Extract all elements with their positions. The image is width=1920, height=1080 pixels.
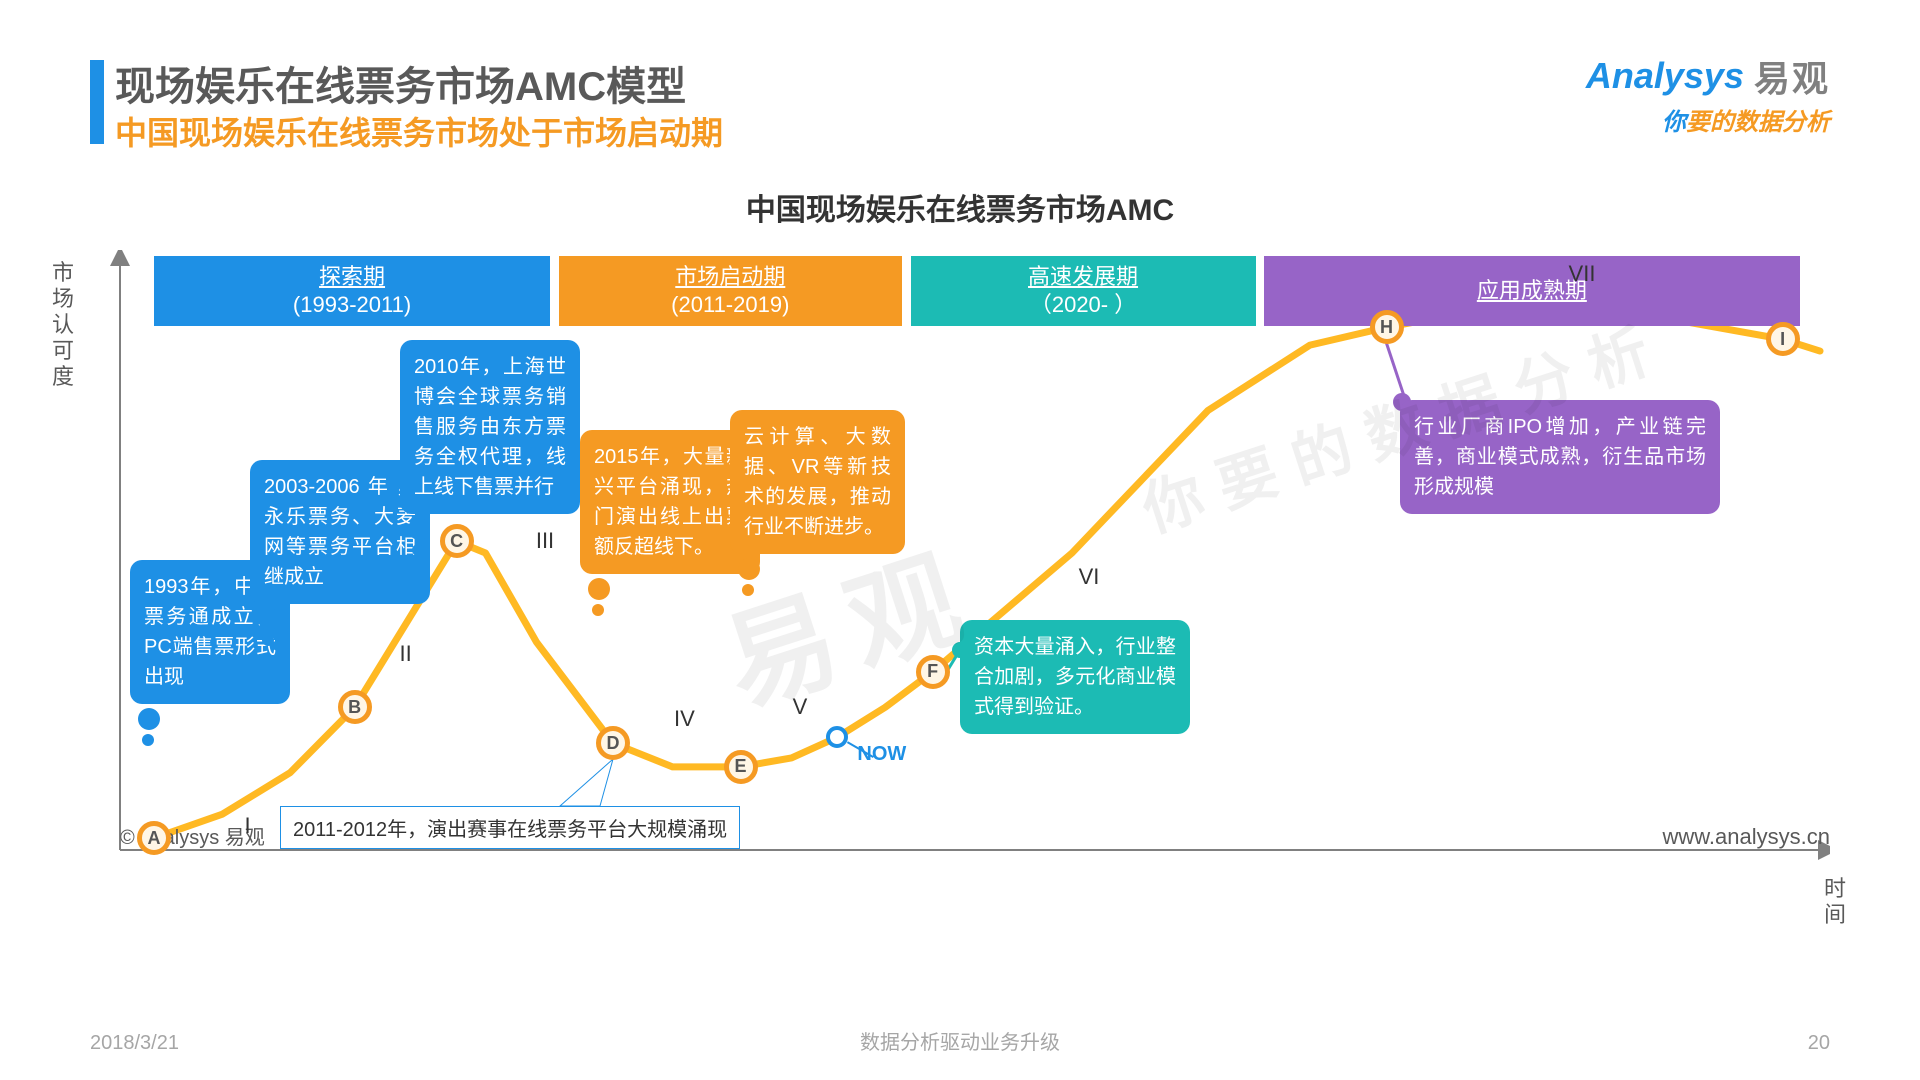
title-main: 现场娱乐在线票务市场AMC模型 bbox=[115, 54, 686, 112]
y-axis-label: 市场认可度 bbox=[52, 260, 78, 390]
phase-bar: 市场启动期(2011-2019) bbox=[559, 256, 902, 326]
amc-chart: 市场认可度 时间 © Analysys 易观 www.analysys.cn 探… bbox=[90, 250, 1830, 940]
callout: 行业厂商IPO增加，产业链完善，商业模式成熟，衍生品市场形成规模 bbox=[1400, 400, 1720, 514]
phase-bar: 应用成熟期 bbox=[1264, 256, 1800, 326]
node-c: C bbox=[440, 524, 474, 558]
node-b: B bbox=[338, 690, 372, 724]
callout-dot bbox=[738, 558, 760, 580]
callout-dot bbox=[408, 518, 430, 540]
annotation-box: 2011-2012年，演出赛事在线票务平台大规模涌现 bbox=[280, 806, 740, 849]
header-accent-bar bbox=[90, 60, 104, 144]
footer-page: 20 bbox=[1808, 1032, 1830, 1055]
callout: 云计算、大数据、VR等新技术的发展，推动行业不断进步。 bbox=[730, 410, 905, 554]
logo: Analysys 易观 你要的数据分析 bbox=[1586, 50, 1830, 137]
node-e: E bbox=[724, 750, 758, 784]
segment-label: VII bbox=[1569, 261, 1596, 287]
node-h: H bbox=[1370, 310, 1404, 344]
logo-cn-text: 易观 bbox=[1754, 50, 1830, 102]
callout-dot bbox=[138, 708, 160, 730]
website: www.analysys.cn bbox=[1662, 824, 1830, 850]
chart-title: 中国现场娱乐在线票务市场AMC bbox=[0, 185, 1920, 229]
footer-center: 数据分析驱动业务升级 bbox=[0, 1026, 1920, 1055]
callout-dot bbox=[588, 578, 610, 600]
phase-bar: 探索期(1993-2011) bbox=[154, 256, 550, 326]
callout-dot bbox=[258, 608, 280, 630]
segment-label: I bbox=[244, 813, 250, 839]
segment-label: IV bbox=[674, 706, 695, 732]
node-i: I bbox=[1766, 322, 1800, 356]
now-label: NOW bbox=[857, 743, 906, 766]
node-d: D bbox=[596, 726, 630, 760]
segment-label: II bbox=[399, 641, 411, 667]
node-a: A bbox=[137, 821, 171, 855]
segment-label: VI bbox=[1079, 564, 1100, 590]
logo-analysys-text: Analysys bbox=[1586, 55, 1744, 97]
callout-dot-small bbox=[142, 734, 154, 746]
node-now bbox=[826, 726, 848, 748]
callout-dot-small bbox=[412, 544, 424, 556]
segment-label: III bbox=[536, 528, 554, 554]
title-sub: 中国现场娱乐在线票务市场处于市场启动期 bbox=[115, 108, 723, 154]
callout: 2010年，上海世博会全球票务销售服务由东方票务全权代理，线上线下售票并行 bbox=[400, 340, 580, 514]
logo-tagline: 你要的数据分析 bbox=[1586, 102, 1830, 137]
callout-dot-small bbox=[592, 604, 604, 616]
callout: 资本大量涌入，行业整合加剧，多元化商业模式得到验证。 bbox=[960, 620, 1190, 734]
phase-bar: 高速发展期（2020- ） bbox=[911, 256, 1256, 326]
callout-dot-small bbox=[742, 584, 754, 596]
callout-dot-small bbox=[262, 634, 274, 646]
node-f: F bbox=[916, 655, 950, 689]
segment-label: V bbox=[793, 694, 808, 720]
